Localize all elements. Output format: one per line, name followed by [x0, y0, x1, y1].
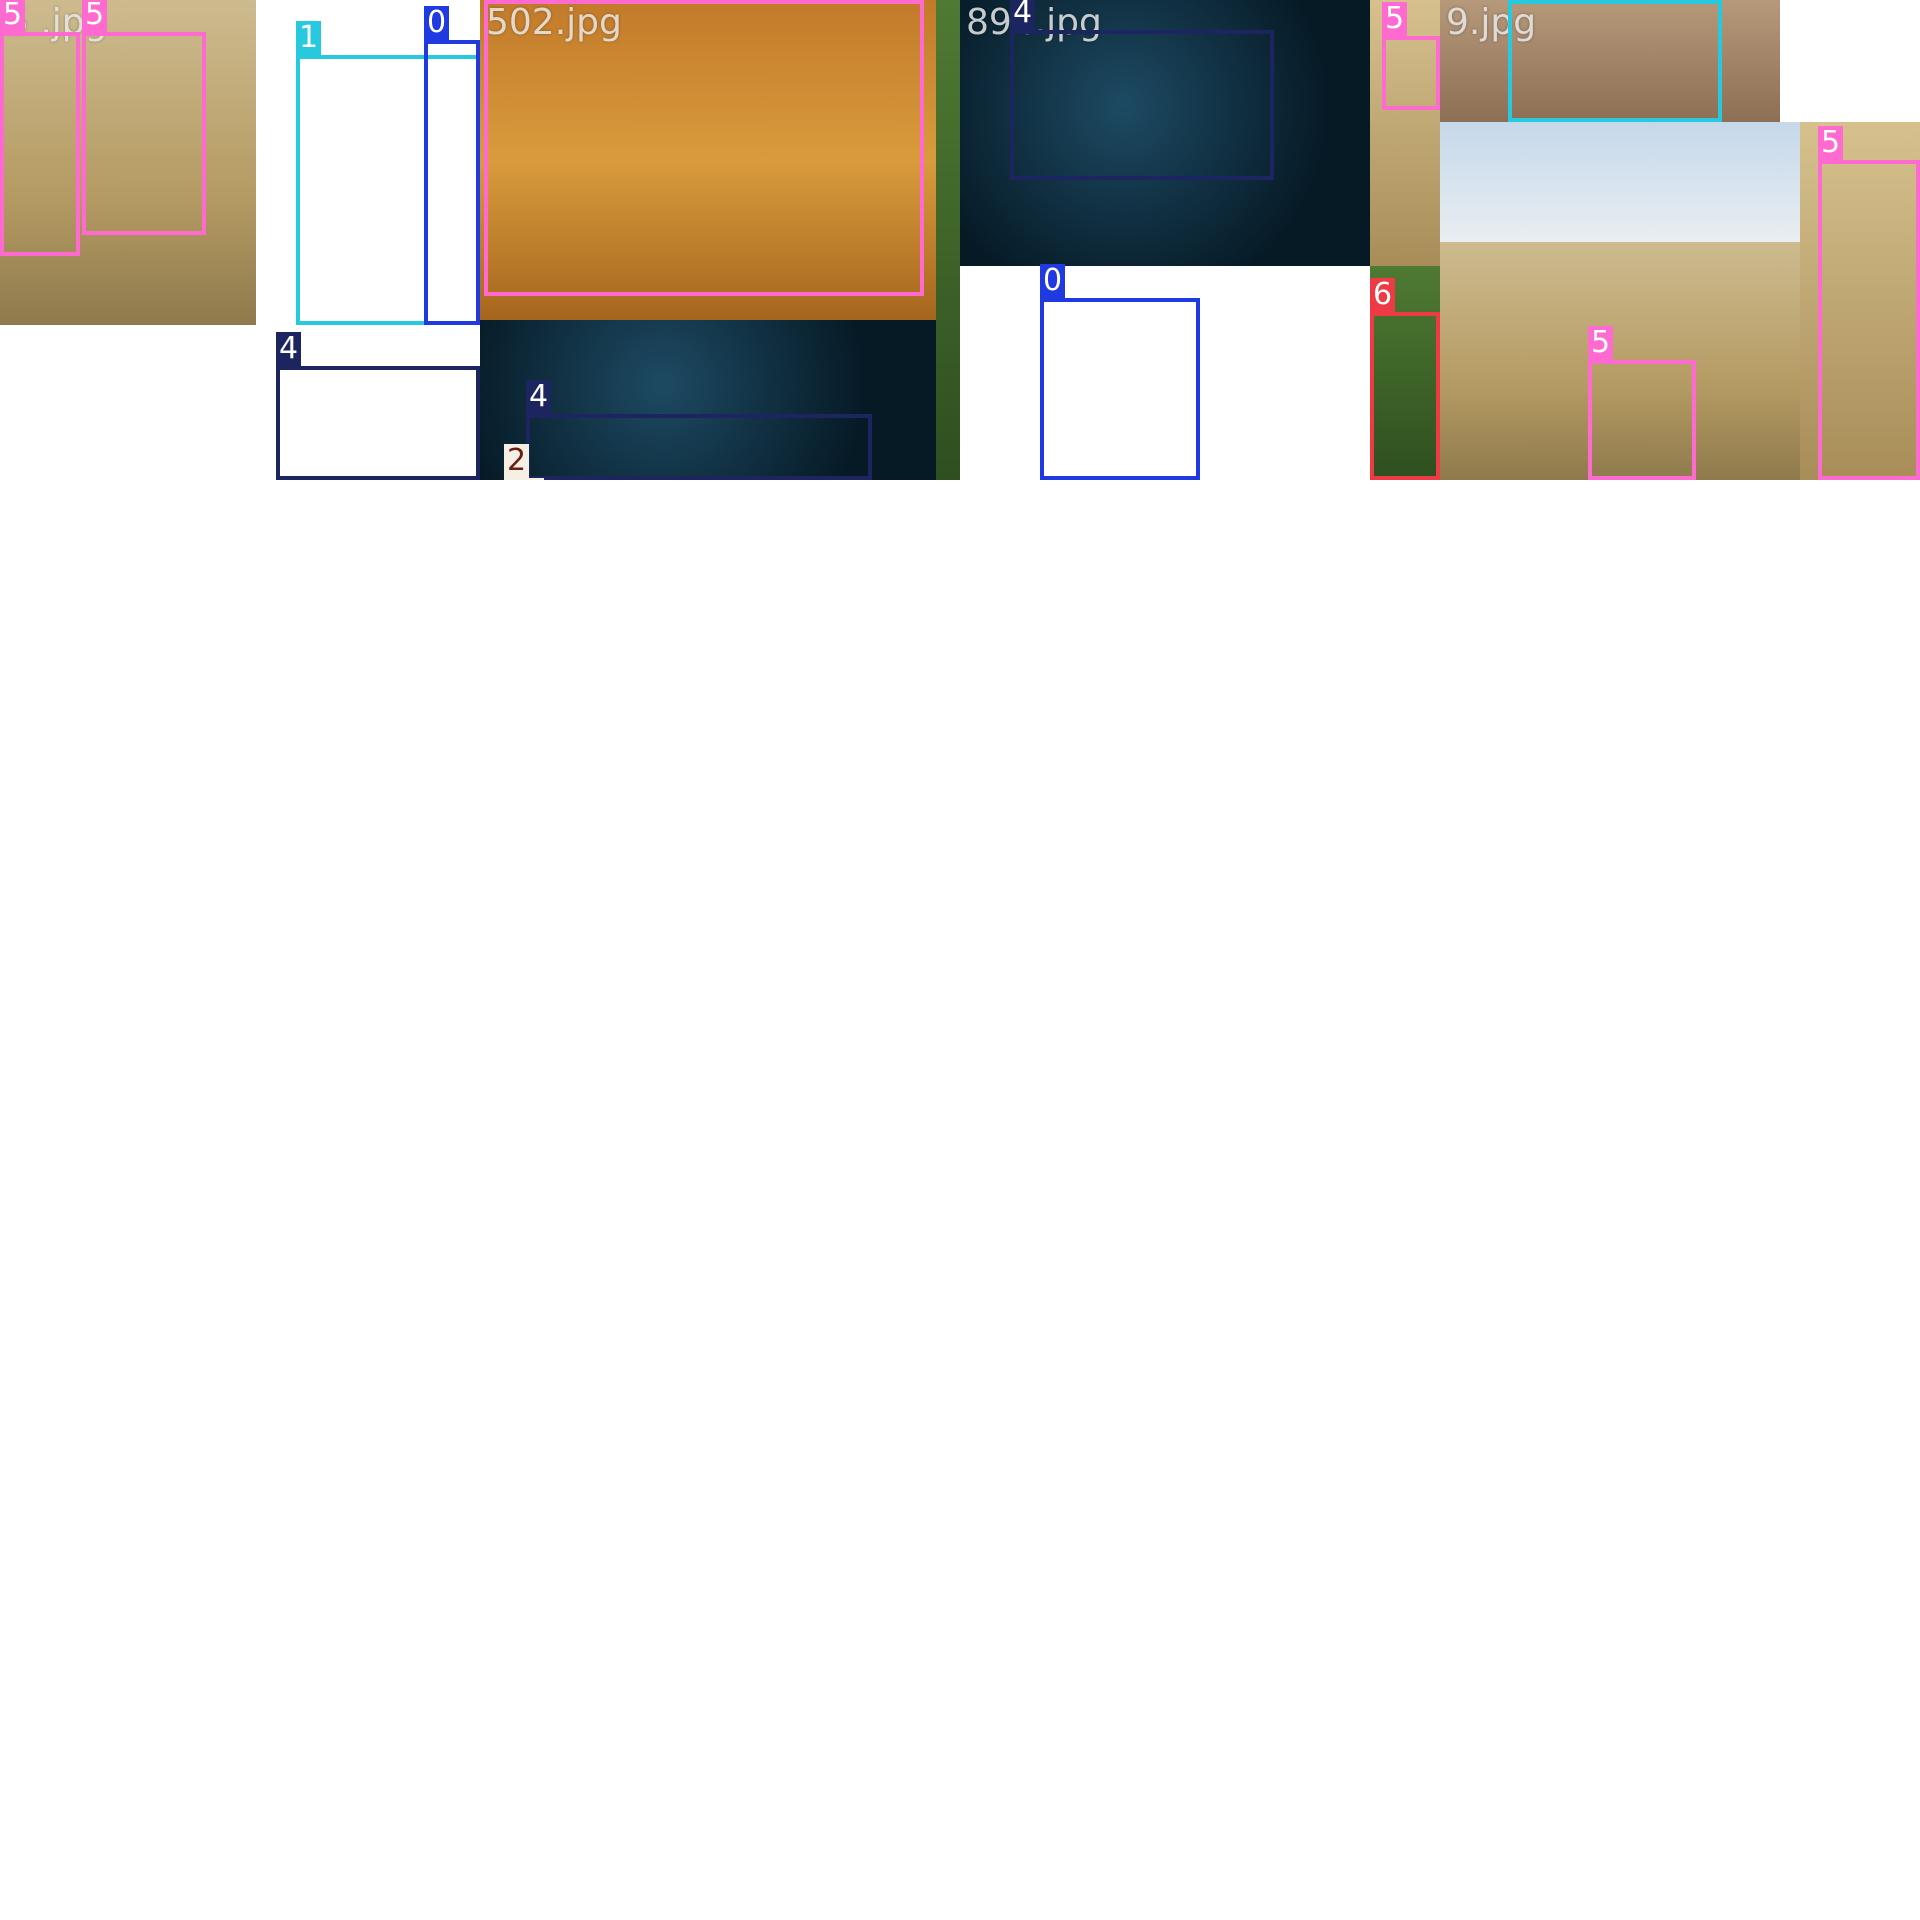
bbox-class-label: 2: [504, 444, 530, 478]
photo-region: [0, 0, 256, 325]
image-filename: 502.jpg: [486, 2, 622, 43]
photo-region: [480, 0, 936, 320]
bbox-zebra: 5: [0, 0, 80, 256]
bbox-class-label: 5: [82, 0, 108, 32]
bbox-class-label: 0: [424, 6, 450, 40]
photo-region: [270, 330, 480, 480]
bbox-cat: 1: [1508, 0, 1722, 122]
bbox-zebra: [1588, 324, 1589, 325]
bbox-fish: 4: [276, 332, 480, 480]
photo-region: [936, 0, 960, 480]
bbox-fish: 4: [526, 380, 872, 480]
photo-region: [1440, 0, 1780, 122]
tile-r0-c0: 5 .jpg 5 5 1 0 4: [0, 0, 480, 480]
image-filename: 9.jpg: [1446, 2, 1537, 43]
bbox-zebra: 5: [1588, 326, 1696, 480]
photo-region: [960, 0, 1370, 266]
bbox-class-label: 6: [1370, 278, 1396, 312]
bbox-plant: 6: [1370, 278, 1440, 480]
bbox-class-label: 4: [1010, 0, 1036, 30]
bbox-class-label: 5: [1382, 2, 1408, 36]
bbox-class-label: 4: [276, 332, 302, 366]
bbox-class-label: 5: [1818, 126, 1844, 160]
bbox-dog: 0: [424, 6, 480, 325]
tile-r0-c1: 502.jpg 5 4 2: [480, 0, 960, 480]
photo-region: [1370, 0, 1440, 266]
tile-r0-c2: 894.jpg 4 5 0 6: [960, 0, 1440, 480]
bbox-class-label: 5: [1588, 326, 1614, 360]
bbox-zebra: 5: [82, 0, 206, 235]
photo-region: [480, 320, 936, 480]
bbox-class-label: 4: [526, 380, 552, 414]
bbox-dog: 0: [1040, 264, 1200, 480]
bbox-zebra: 5: [1818, 126, 1920, 480]
bbox-buffalo: 2: [504, 444, 544, 480]
photo-region: [1440, 122, 1800, 242]
bbox-class-label: 5: [0, 0, 26, 32]
bbox-class-label: 0: [1040, 264, 1066, 298]
tile-r0-c3: 9.jpg 1 5 5: [1440, 0, 1920, 480]
bbox-class-label: 1: [296, 21, 322, 55]
bbox-zebra: 5: [1382, 2, 1440, 110]
photo-region: [0, 325, 270, 480]
bbox-zebra: 5: [484, 0, 924, 296]
bbox-fish: 4: [1010, 0, 1274, 180]
